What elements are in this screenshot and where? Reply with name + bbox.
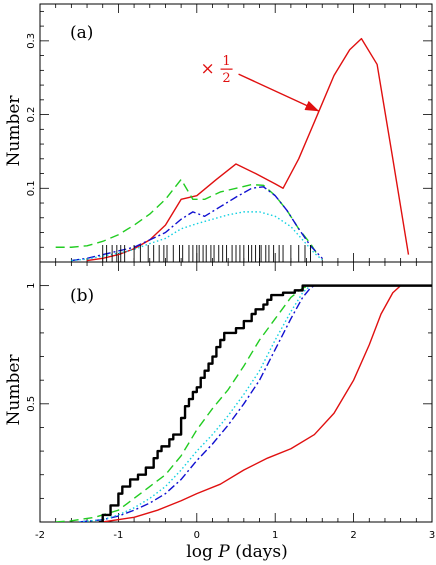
y-tick-label: 0.3 <box>26 33 37 49</box>
fraction-denominator: 2 <box>222 71 230 86</box>
x-tick-label: 3 <box>429 530 435 541</box>
x-tick-label: -2 <box>35 530 45 541</box>
scale-annotation: × 1 2 <box>201 54 320 112</box>
series-line-cyan <box>79 284 432 522</box>
panel-a: 0.1 0.2 0.3 <box>26 3 433 263</box>
plot-frame <box>39 261 433 523</box>
y-tick-label: 0.1 <box>26 180 37 196</box>
x-axis-var: P <box>217 542 230 562</box>
data-layer <box>55 37 410 262</box>
series-line-red <box>86 37 410 262</box>
y-tick-label: 0.5 <box>26 396 37 412</box>
x-axis-unit: (days) <box>235 542 288 562</box>
y-tick-label: 0.2 <box>26 107 37 123</box>
series-line-blue <box>79 284 432 522</box>
series-line-green <box>55 178 319 257</box>
x-axis-title: log P (days) <box>186 542 287 562</box>
y-tick-label: 1 <box>26 282 37 288</box>
panel-a-ylabel: Number <box>4 95 24 167</box>
panel-b: -2 -1 0 1 2 3 0.5 1 <box>26 261 435 541</box>
series-line-blue <box>71 186 323 262</box>
x-tick-label: -1 <box>113 530 123 541</box>
x-tick-label: 1 <box>272 530 278 541</box>
times-symbol: × <box>201 59 215 79</box>
panel-a-label: (a) <box>70 23 93 43</box>
series-line-black <box>98 284 432 522</box>
x-tick-label: 2 <box>350 530 356 541</box>
series-line-green <box>55 284 432 522</box>
panel-b-label: (b) <box>70 286 94 306</box>
plot-frame <box>39 3 433 263</box>
series-line-cyan <box>71 211 323 262</box>
annotation-arrow <box>238 73 320 112</box>
panel-b-ylabel: Number <box>4 354 24 426</box>
x-tick-label: 0 <box>194 530 200 541</box>
series-line-red <box>102 284 432 522</box>
fraction-numerator: 1 <box>222 54 230 69</box>
x-axis-log: log <box>186 542 213 562</box>
data-layer <box>55 284 432 522</box>
